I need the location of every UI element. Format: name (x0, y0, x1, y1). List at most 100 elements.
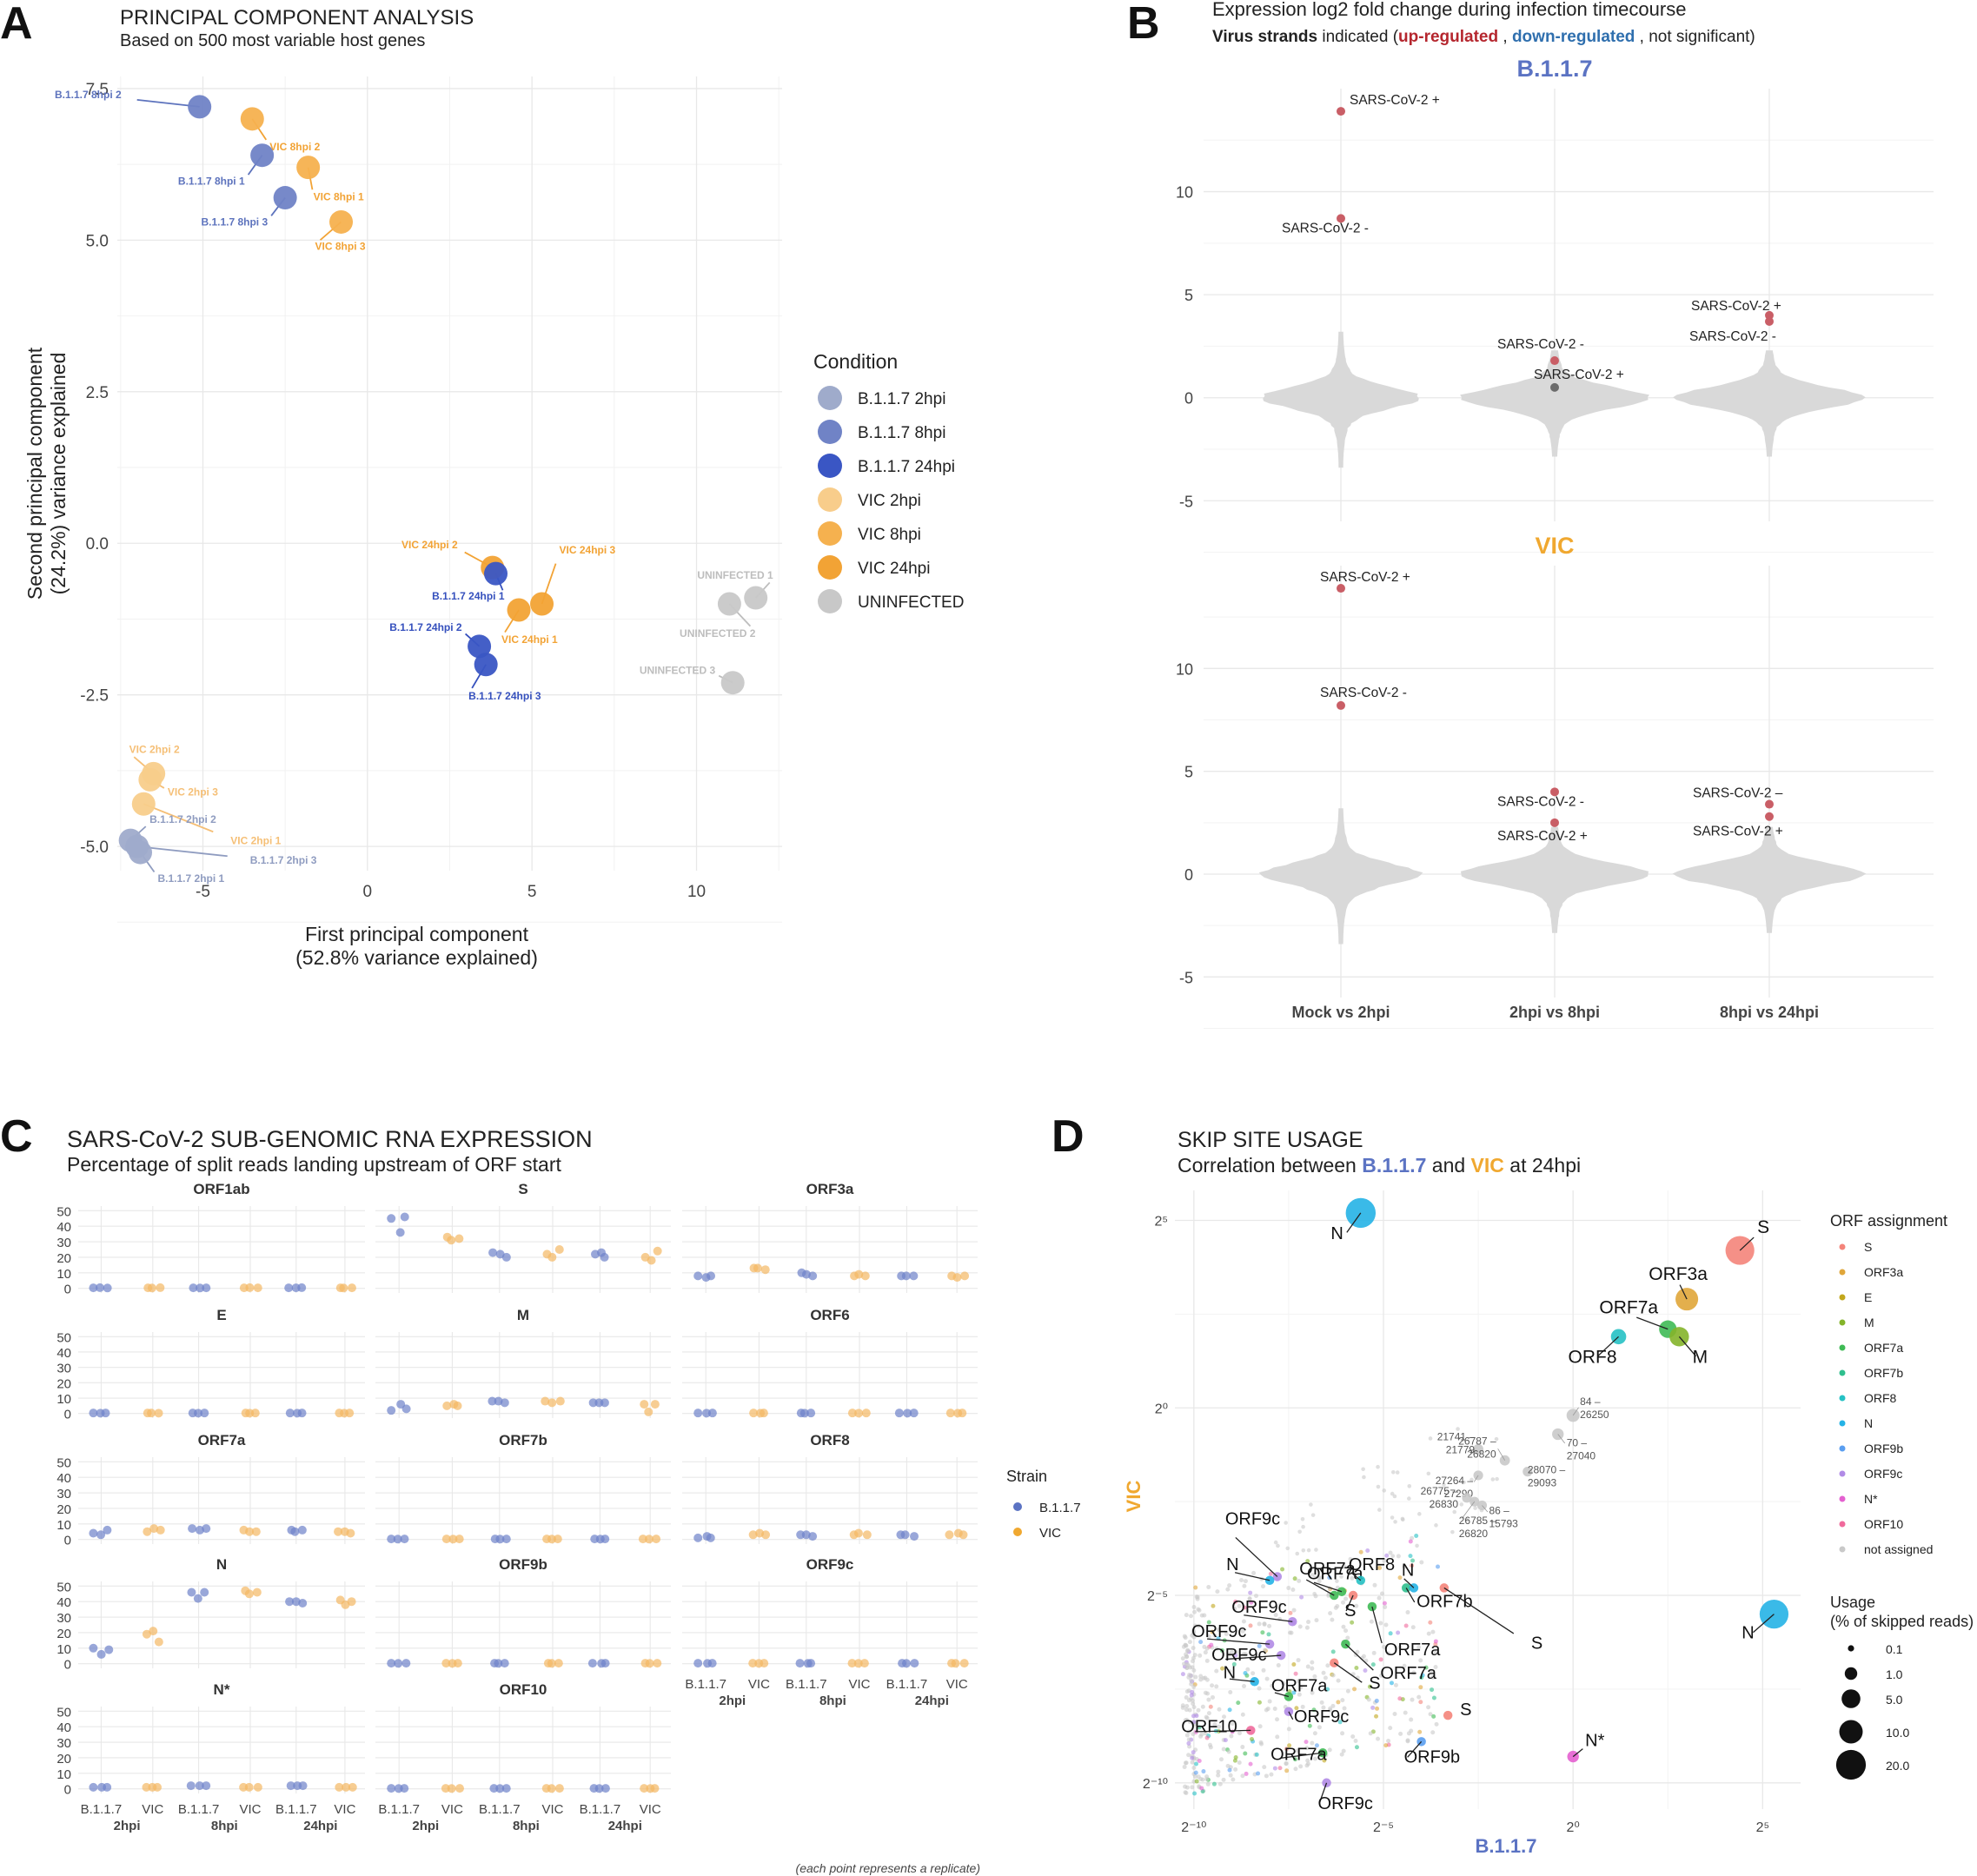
y-tick-label: 7.5 (86, 81, 109, 99)
skip-site-point (1340, 1731, 1345, 1736)
skip-site-point (1198, 1640, 1204, 1645)
virus-strand-point (1550, 382, 1559, 392)
facet-title: ORF7b (499, 1432, 547, 1448)
skip-site-point (1433, 1639, 1438, 1644)
replicate-point (587, 1659, 597, 1668)
skip-site-point (1377, 1508, 1382, 1512)
point-label: B.1.1.7 8hpi 3 (201, 216, 268, 229)
y-tick-label: 30 (56, 1236, 71, 1250)
skip-site-point (1249, 1737, 1254, 1742)
replicate-point (244, 1782, 254, 1792)
x-tick-label: 10 (687, 883, 706, 901)
point-label: 21741 – (1437, 1431, 1476, 1443)
y-tick-label: 20 (56, 1752, 71, 1767)
skip-site-point (1233, 1599, 1238, 1604)
replicate-point (447, 1784, 456, 1793)
x-axis-label: First principal component (305, 923, 529, 945)
replicate-point (96, 1649, 106, 1659)
replicate-point (554, 1784, 564, 1793)
skip-site-point (1217, 1724, 1222, 1729)
skip-site-point (1257, 1621, 1262, 1627)
skip-site-point (1204, 1735, 1210, 1740)
replicate-point (706, 1533, 715, 1542)
facet-title: ORF7a (198, 1432, 246, 1448)
replicate-point (89, 1643, 98, 1653)
legend-label: 5.0 (1886, 1693, 1903, 1707)
x-tick-label: 2⁵ (1756, 1820, 1770, 1835)
x-tick-label: VIC (441, 1802, 463, 1817)
point-label: 26250 (1580, 1409, 1609, 1421)
skip-site-point (1416, 1645, 1422, 1650)
chart-subtitle: Virus strands indicated (up-regulated , … (1212, 28, 1755, 46)
replicate-point (900, 1530, 910, 1540)
skip-site-point (1189, 1614, 1194, 1619)
skip-site-point (1392, 1712, 1397, 1717)
skip-site-point (1374, 1714, 1379, 1719)
skip-site-point (1262, 1621, 1267, 1627)
replicate-point (96, 1283, 105, 1292)
skip-site-point (1261, 1584, 1266, 1589)
x-tick-label: 2⁻⁵ (1373, 1820, 1394, 1835)
point-label: B.1.1.7 8hpi 1 (178, 176, 245, 188)
point-label: ORF7a (1270, 1745, 1327, 1764)
skip-site-point (1229, 1650, 1234, 1655)
replicate-point (594, 1784, 604, 1793)
skip-site-point (1194, 1594, 1199, 1600)
replicate-point (441, 1535, 451, 1544)
replicate-point (909, 1271, 919, 1281)
point-label: 26830 (1430, 1498, 1459, 1510)
legend-swatch (1839, 1269, 1846, 1276)
chart-title: Expression log2 fold change during infec… (1212, 0, 1686, 20)
skip-site-point (1426, 1631, 1431, 1636)
skip-site-point (1378, 1657, 1383, 1662)
point-label: B.1.1.7 2hpi 3 (250, 854, 317, 866)
skip-site-point (1216, 1769, 1221, 1774)
skip-site-point (1232, 1606, 1237, 1611)
skip-site-point (1442, 1482, 1446, 1488)
replicate-point (547, 1659, 556, 1668)
skip-site-point (1291, 1608, 1297, 1613)
skip-site-point (1340, 1698, 1345, 1703)
pca-point (250, 143, 275, 168)
skip-site-point (1200, 1704, 1205, 1709)
skip-site-point (1386, 1738, 1391, 1743)
legend-label: M (1864, 1316, 1874, 1329)
point-label: 84 – (1580, 1395, 1601, 1408)
point-label: 86 – (1489, 1504, 1509, 1516)
point-label: 28070 – (1528, 1464, 1566, 1476)
point-label: ORF7b (1416, 1592, 1472, 1611)
skip-site-point (1377, 1565, 1383, 1570)
replicate-point (760, 1265, 770, 1275)
replicate-point (494, 1659, 503, 1668)
skip-site-point (1335, 1579, 1339, 1583)
skip-site-point (1251, 1671, 1256, 1676)
skip-site-point (1185, 1647, 1191, 1653)
skip-site-point (1257, 1686, 1262, 1691)
y-tick-label: 0 (1184, 390, 1193, 408)
skip-site-point (1330, 1703, 1336, 1708)
skip-site-point (1312, 1756, 1317, 1761)
skip-site-point (1273, 1612, 1278, 1617)
replicate-point (859, 1659, 869, 1668)
label-leader-line (1679, 1284, 1688, 1300)
skip-site-point (1358, 1549, 1363, 1554)
x-tick-group-label: 2hpi (719, 1694, 746, 1708)
replicate-point (894, 1409, 904, 1418)
legend-label: 20.0 (1886, 1759, 1909, 1773)
skip-site-point (1239, 1578, 1244, 1583)
skip-site-point (1353, 1653, 1358, 1658)
skip-site-point (1243, 1579, 1248, 1584)
pca-point (744, 586, 768, 610)
skip-site-point (1306, 1548, 1311, 1553)
replicate-point (297, 1525, 307, 1535)
pca-point (329, 209, 354, 234)
replicate-point (707, 1659, 717, 1668)
skip-site-point (1312, 1731, 1317, 1736)
skip-site-point (1362, 1475, 1366, 1480)
skip-site-point (1407, 1484, 1412, 1488)
y-tick-label: 5 (1184, 287, 1193, 304)
replicate-point (960, 1271, 970, 1281)
replicate-point (187, 1588, 196, 1597)
subtitle-part: Virus strands (1212, 28, 1317, 46)
